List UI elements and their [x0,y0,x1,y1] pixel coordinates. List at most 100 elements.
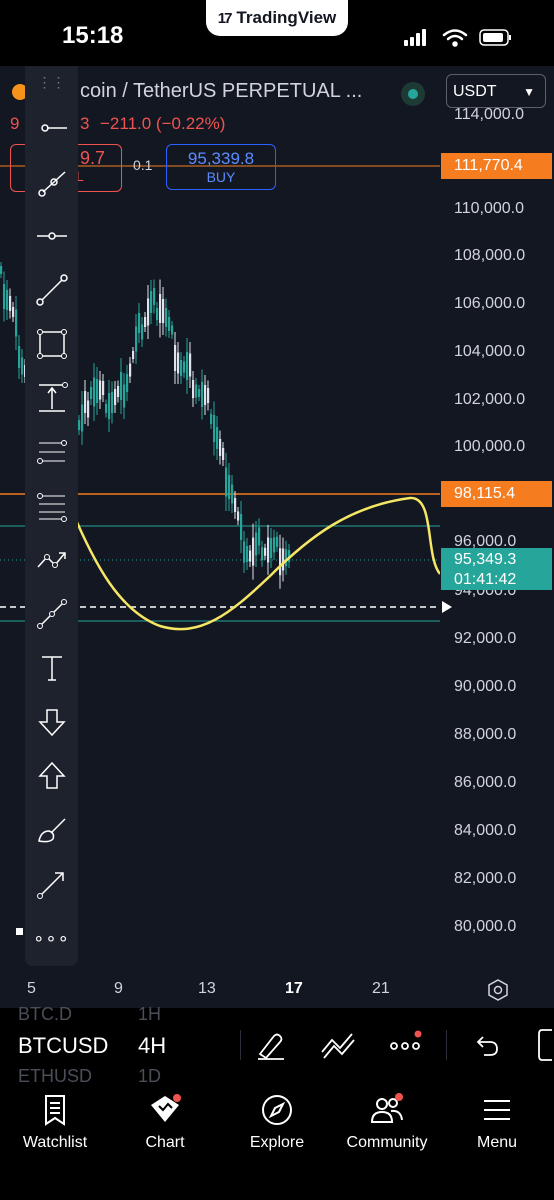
timeframe-selector[interactable]: 4H [138,1033,167,1058]
candle-body [201,382,204,407]
nav-watchlist[interactable]: Watchlist [0,1092,110,1152]
freehand-drawing-yellow[interactable] [68,496,440,631]
candle-body [111,392,114,413]
community-icon [370,1093,403,1123]
candle-body [141,324,144,340]
text-tool[interactable] [25,646,78,690]
price-change-prefix: 9 [10,114,20,133]
candle-body [171,325,174,335]
ray-tool[interactable] [25,160,78,204]
candle-body [132,351,135,359]
candle-body [174,345,177,371]
horizontal-line-tool[interactable] [25,214,78,258]
trend-line-tool[interactable] [25,268,78,312]
candle-body [153,288,156,305]
candle-body [150,291,153,313]
candle-body [21,357,24,375]
candle-body [156,308,159,320]
path-tool[interactable] [25,538,78,582]
price-label: 96,000.0 [454,533,517,550]
candle-body [144,317,147,327]
tradingview-logo-icon: 17 [217,9,233,27]
path-icon [36,552,66,568]
chart-settings-icon[interactable] [486,978,510,1002]
price-label: 100,000.0 [454,438,526,455]
candle-body [96,379,99,403]
arrow-up-icon [37,761,66,789]
candle-body [189,353,192,377]
price-label: 92,000.0 [454,630,517,647]
arrow-down-tool[interactable] [25,700,78,744]
buy-label: BUY [206,169,236,185]
candle-body [180,360,183,376]
price-label: 86,000.0 [454,774,517,791]
more-options-icon[interactable] [388,1030,424,1060]
indicators-icon[interactable] [320,1030,356,1060]
more-tools-icon[interactable]: ∘∘∘ [33,927,70,948]
nav-label: Watchlist [22,1134,88,1151]
candle-body [264,547,267,556]
rectangle-tool[interactable] [25,322,78,366]
wifi-icon [442,29,468,47]
chart-icon [151,1094,181,1122]
undo-icon[interactable] [472,1032,500,1058]
time-axis[interactable]: 5 9 13 17 21 [0,970,554,1008]
brush-tool[interactable] [25,808,78,852]
parallel-channel-tool[interactable] [25,592,78,636]
status-time: 15:18 [62,22,124,49]
nav-explore[interactable]: Explore [222,1092,332,1152]
candle-body [219,439,222,456]
nav-menu[interactable]: Menu [442,1092,552,1152]
candle-body [282,548,285,571]
fullscreen-icon[interactable] [536,1028,554,1062]
nav-label: Explore [249,1134,305,1151]
candle-body [246,546,249,562]
chart-marker [16,928,23,935]
nav-label: Menu [476,1134,518,1151]
ticker-selector[interactable]: BTCUSD [18,1033,109,1058]
app-badge[interactable]: 17 TradingView [206,0,348,36]
drawing-toolbar[interactable]: ⋮⋮ ∘∘∘ [25,66,78,966]
candle-body [258,527,261,546]
time-label: 9 [114,980,123,997]
toolbar-drag-handle[interactable]: ⋮⋮ [37,73,66,90]
candle-body [198,389,201,397]
candle-body [186,352,189,380]
market-status-icon[interactable] [401,82,425,106]
candle-body [183,361,186,373]
ghost-ticker-above: BTC.D [18,1004,72,1024]
candle-body [261,547,264,561]
currency-label: USDT [453,83,497,100]
drawing-tools-icon[interactable] [254,1028,288,1062]
price-range-tool[interactable] [25,376,78,420]
white-marker-icon [442,601,452,613]
candle-body [276,536,279,547]
fib-retracement-tool[interactable] [25,430,78,474]
nav-chart[interactable]: Chart [110,1092,220,1152]
candle-body [165,308,168,327]
rectangle-icon [36,329,67,359]
arrow-line-tool[interactable] [25,862,78,906]
candle-body [114,389,117,405]
candle-body [237,511,240,521]
symbol-title[interactable]: coin / TetherUS PERPETUAL ... [80,80,363,102]
candle-body [168,317,171,331]
divider [240,1030,241,1060]
candle-body [102,381,105,395]
candle-body [81,404,84,432]
price-axis[interactable]: 114,000.0 110,000.0 108,000.0 106,000.0 … [440,66,554,970]
candle-body [123,384,126,408]
price-label: 114,000.0 [454,106,524,123]
nav-community[interactable]: Community [332,1092,442,1152]
arrow-up-tool[interactable] [25,754,78,798]
text-icon [41,656,62,681]
fib-extension-tool[interactable] [25,484,78,528]
buy-button[interactable]: 95,339.8 BUY [166,144,276,190]
candle-body [84,391,87,413]
candle-body [12,307,15,317]
price-label: 104,000.0 [454,343,526,360]
candle-body [270,538,273,558]
horizontal-ray-tool[interactable] [25,106,78,150]
candle-body [18,346,21,368]
currency-select[interactable]: USDT ▼ [446,74,546,108]
